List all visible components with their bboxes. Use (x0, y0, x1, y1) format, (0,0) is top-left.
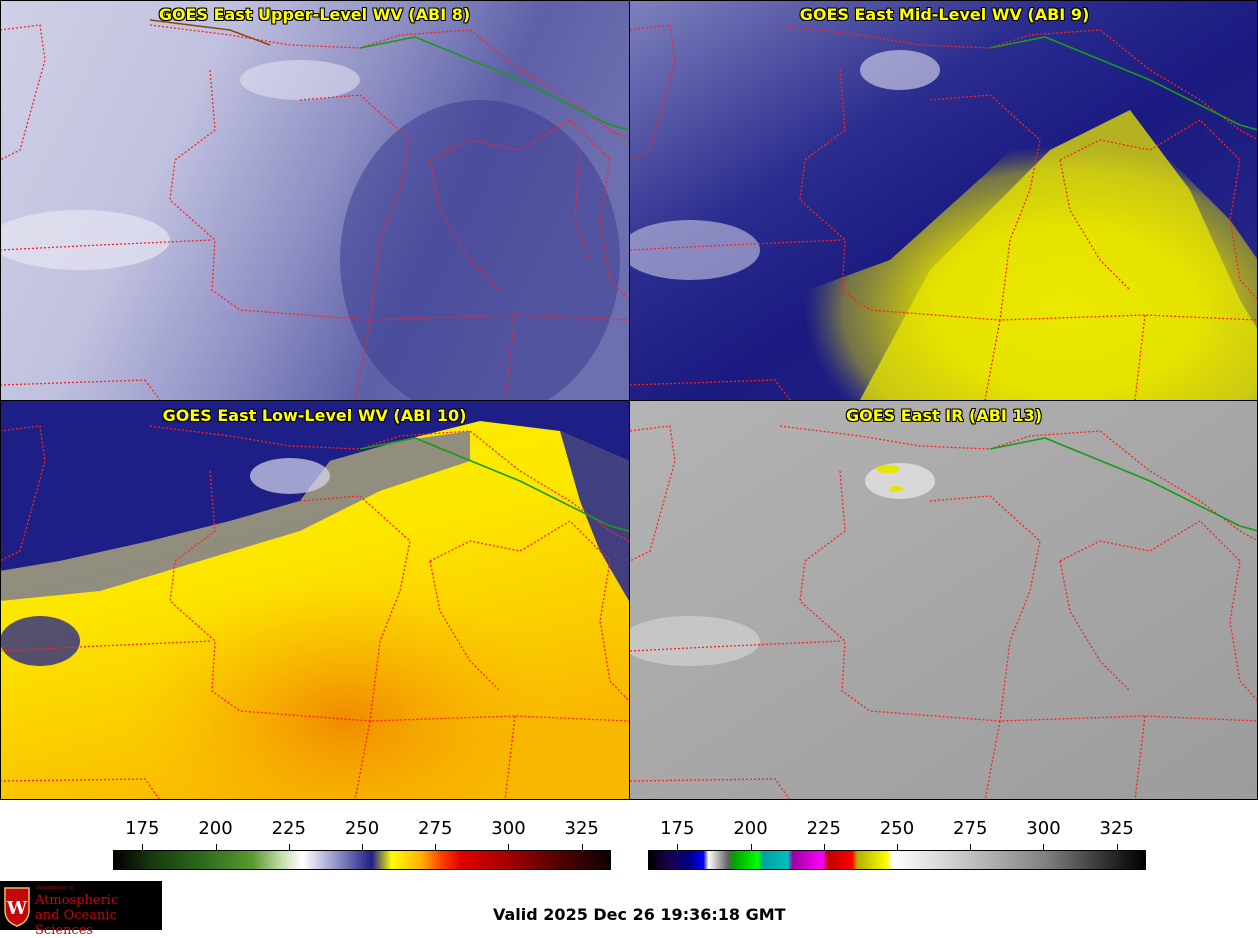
valid-time: Valid 2025 Dec 26 19:36:18 GMT (493, 905, 786, 924)
panel-low-level-wv: GOES East Low-Level WV (ABI 10) (0, 401, 629, 800)
colorbar-tick-label: 175 (125, 818, 160, 839)
mid-wv-image (630, 0, 1258, 400)
panel-mid-level-wv: GOES East Mid-Level WV (ABI 9) (630, 0, 1258, 400)
logo-dept-line: Department of (36, 885, 73, 891)
colorbar-tick-mark (750, 844, 752, 850)
colorbar-tick-label: 200 (198, 818, 233, 839)
colorbar-tick-label: 325 (564, 818, 599, 839)
panel-divider-horizontal (0, 400, 1258, 401)
uw-crest-icon: W (4, 887, 30, 927)
colorbar-tick-mark (288, 844, 290, 850)
colorbar-tick-label: 225 (271, 818, 306, 839)
panel-title: GOES East Low-Level WV (ABI 10) (162, 406, 467, 425)
colorbar-tick-mark (362, 844, 363, 850)
logo-oceanic-line: and Oceanic Sciences (35, 908, 117, 938)
aos-logo: W Department of Atmospheric and Oceanic … (0, 881, 162, 938)
colorbar-tick-label: 200 (733, 818, 768, 839)
colorbar-ir-ticks: 175 200 225 250 275 300 325 (648, 818, 1146, 848)
colorbar-tick-label: 275 (418, 818, 453, 839)
colorbar-tick-mark (897, 844, 898, 850)
colorbar-tick-mark (142, 844, 144, 850)
upper-wv-image (0, 0, 629, 400)
colorbar-tick-mark (435, 844, 437, 850)
panel-title: GOES East Mid-Level WV (ABI 9) (799, 5, 1090, 24)
colorbar-tick-label: 325 (1099, 818, 1134, 839)
colorbar-tick-label: 300 (491, 818, 526, 839)
colorbar-tick-label: 300 (1026, 818, 1061, 839)
colorbar-wv-ticks: 175 200 225 250 275 300 325 (113, 818, 611, 848)
svg-text:W: W (6, 898, 28, 919)
colorbar-tick-mark (823, 844, 825, 850)
logo-atmospheric-line: Atmospheric (35, 893, 119, 908)
colorbar-tick-mark (677, 844, 679, 850)
panel-title: GOES East IR (ABI 13) (845, 406, 1043, 425)
colorbar-wv: 175 200 225 250 275 300 325 (113, 818, 611, 878)
colorbar-tick-label: 250 (879, 818, 915, 839)
colorbar-tick-mark (581, 844, 583, 850)
colorbar-tick-label: 275 (953, 818, 988, 839)
panel-upper-level-wv: GOES East Upper-Level WV (ABI 8) (0, 0, 629, 400)
colorbar-wv-gradient (113, 850, 611, 870)
ir-image (630, 401, 1258, 800)
colorbar-ir: 175 200 225 250 275 300 325 (648, 818, 1146, 878)
colorbar-tick-label: 225 (806, 818, 841, 839)
panel-ir: GOES East IR (ABI 13) (630, 401, 1258, 800)
colorbar-tick-mark (970, 844, 972, 850)
colorbar-tick-mark (1116, 844, 1118, 850)
colorbar-tick-mark (215, 844, 217, 850)
panel-title: GOES East Upper-Level WV (ABI 8) (158, 5, 471, 24)
colorbar-tick-label: 250 (344, 818, 380, 839)
colorbar-tick-label: 175 (660, 818, 695, 839)
colorbar-tick-mark (508, 844, 510, 850)
colorbar-ir-gradient (648, 850, 1146, 870)
colorbar-tick-mark (1043, 844, 1045, 850)
low-wv-image (0, 401, 629, 800)
